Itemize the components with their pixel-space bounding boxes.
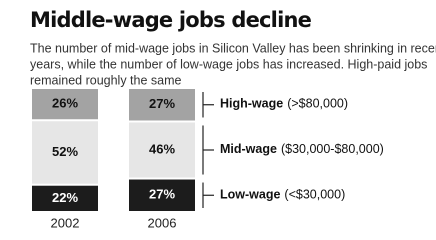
- legend-label: Low-wage (<$30,000): [220, 188, 345, 202]
- subtitle: The number of mid-wage jobs in Silicon V…: [30, 41, 436, 55]
- value-label: 27%: [149, 96, 175, 111]
- bar-segment: [32, 89, 98, 120]
- legend-name: Low-wage: [220, 188, 280, 202]
- bar-segment: [32, 185, 98, 211]
- legend-name: High-wage: [220, 97, 283, 111]
- value-label: 22%: [52, 190, 78, 205]
- x-tick-label: 2006: [148, 215, 177, 230]
- subtitle: years, while the number of low-wage jobs…: [30, 57, 427, 71]
- subtitle: remained roughly the same: [30, 73, 182, 87]
- bar-segment: [32, 121, 98, 184]
- legend-name: Mid-wage: [220, 142, 277, 156]
- bar-segment: [129, 179, 195, 211]
- legend-range: ($30,000-$80,000): [281, 142, 384, 156]
- value-label: 52%: [52, 144, 78, 159]
- legend-label: Mid-wage ($30,000-$80,000): [220, 142, 384, 156]
- value-label: 26%: [52, 96, 78, 111]
- legend-label: High-wage (>$80,000): [220, 97, 348, 111]
- bar-segment: [129, 89, 195, 121]
- value-label: 46%: [149, 141, 175, 156]
- value-label: 27%: [149, 187, 175, 202]
- legend-range: (>$80,000): [287, 97, 348, 111]
- bar-segment: [129, 122, 195, 178]
- x-tick-label: 2002: [51, 215, 80, 230]
- chart-title: Middle-wage jobs decline: [30, 8, 312, 32]
- legend-range: (<$30,000): [284, 188, 345, 202]
